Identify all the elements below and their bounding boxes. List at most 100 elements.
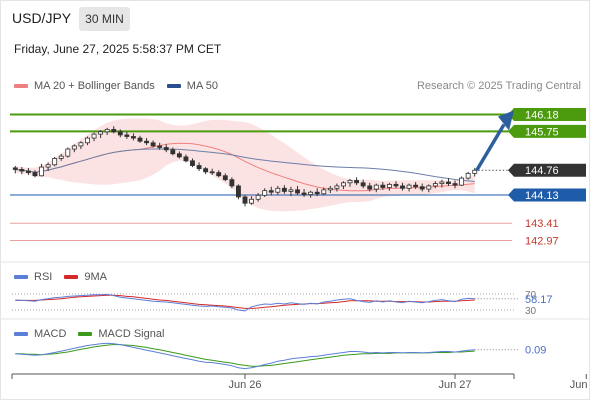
candle-body	[78, 142, 84, 147]
candle-body	[222, 175, 228, 181]
candle-body	[203, 168, 209, 173]
candle-body	[380, 184, 386, 188]
candle-body	[327, 187, 333, 191]
level-value-144.76: 144.76	[525, 165, 559, 177]
candle-body	[176, 153, 182, 158]
candle-body	[32, 172, 38, 177]
candle-body	[373, 184, 379, 190]
candle-body	[150, 142, 156, 147]
candle-body	[229, 179, 235, 187]
candle-body	[255, 194, 261, 200]
candle-body	[104, 129, 110, 133]
level-value-143.41: 143.41	[525, 218, 559, 230]
candle-body	[190, 160, 195, 166]
candle-body	[452, 183, 458, 186]
legend-rsi-ma: 9MA	[64, 271, 107, 283]
legend-macd-signal: MACD Signal	[78, 328, 164, 340]
candle-body	[19, 169, 25, 172]
candle-body	[341, 182, 346, 187]
candle-body	[236, 185, 241, 198]
candle-body	[459, 177, 465, 186]
candle-body	[465, 172, 471, 179]
rsi-line	[15, 293, 475, 312]
level-tag-144.76	[508, 163, 586, 177]
level-tag-146.18	[508, 108, 586, 122]
candle-body	[406, 184, 412, 189]
bollinger-band	[15, 118, 475, 212]
candle-body	[117, 131, 123, 136]
timeframe-button[interactable]: 30 MIN	[79, 7, 130, 31]
legend-ma20-swatch	[14, 84, 28, 88]
candle-body	[354, 180, 360, 184]
legend-ma20: MA 20 + Bollinger Bands	[14, 80, 155, 92]
rsi-tick-label: 30	[525, 306, 537, 317]
candle-body	[65, 148, 71, 157]
candle-body	[209, 171, 215, 174]
macd-signal-line	[15, 344, 475, 367]
candle-body	[432, 183, 438, 187]
candle-body	[249, 198, 254, 204]
candle-body	[144, 140, 149, 144]
legend-ma20-label: MA 20 + Bollinger Bands	[34, 80, 155, 92]
legend-macd-label: MACD	[34, 328, 67, 340]
candle-body	[446, 181, 451, 184]
candle-body	[157, 145, 163, 148]
legend-macd-signal-swatch	[78, 332, 93, 336]
macd-last-value: 0.09	[525, 345, 546, 357]
legend-macd: MACD	[14, 328, 66, 340]
macd-line	[15, 342, 475, 370]
legend-ma50: MA 50	[166, 80, 218, 92]
candle-body	[275, 187, 281, 193]
candle-body	[413, 184, 419, 188]
candle-body	[91, 133, 97, 139]
candle-body	[58, 155, 64, 159]
rsi-legend: RSI 9MA	[14, 271, 119, 283]
candle-body	[288, 189, 294, 192]
candle-body	[301, 192, 307, 195]
candle-body	[308, 191, 314, 195]
candle-body	[130, 136, 136, 139]
level-tag-145.75	[508, 124, 586, 138]
candle-body	[426, 185, 432, 190]
candle-body	[12, 167, 18, 170]
candle-body	[347, 180, 353, 184]
forecast-arrow-head	[498, 110, 514, 131]
candle-body	[196, 165, 202, 170]
candle-body	[111, 129, 117, 133]
legend-macd-swatch	[14, 332, 28, 336]
candle-body	[400, 185, 405, 189]
candle-body	[334, 185, 340, 189]
x-tick-label: Jun 27	[439, 379, 472, 391]
candle-body	[124, 134, 130, 137]
candle-body	[216, 172, 222, 177]
rsi-tick-label: 70	[525, 290, 537, 301]
candle-body	[39, 166, 44, 177]
ma50-line	[15, 148, 475, 182]
macd-legend: MACD MACD Signal	[14, 328, 176, 340]
candle-body	[367, 185, 373, 190]
rsi-last-value: 58.17	[525, 294, 553, 306]
legend-macd-signal-label: MACD Signal	[98, 328, 165, 340]
level-tag-144.13	[508, 188, 586, 202]
candle-body	[170, 149, 176, 155]
candle-body	[52, 158, 58, 166]
level-value-145.75: 145.75	[525, 126, 559, 138]
candle-body	[321, 189, 327, 195]
candle-body	[25, 170, 31, 173]
symbol-title: USD/JPY	[12, 10, 72, 26]
level-value-142.97: 142.97	[525, 235, 559, 247]
legend-ma50-label: MA 50	[186, 80, 218, 92]
candle-body	[360, 182, 366, 187]
candle-body	[281, 187, 287, 192]
candle-body	[71, 145, 77, 150]
legend-rsi: RSI	[14, 271, 52, 283]
source-credit: Research © 2025 Trading Central	[416, 80, 581, 92]
legend-rsi-swatch	[14, 275, 28, 279]
candle-body	[163, 147, 169, 151]
legend-rsi-ma-label: 9MA	[84, 271, 107, 283]
candle-body	[85, 137, 90, 144]
candle-body	[242, 196, 248, 204]
rsi-ma-line	[15, 294, 475, 309]
candle-body	[183, 156, 189, 162]
